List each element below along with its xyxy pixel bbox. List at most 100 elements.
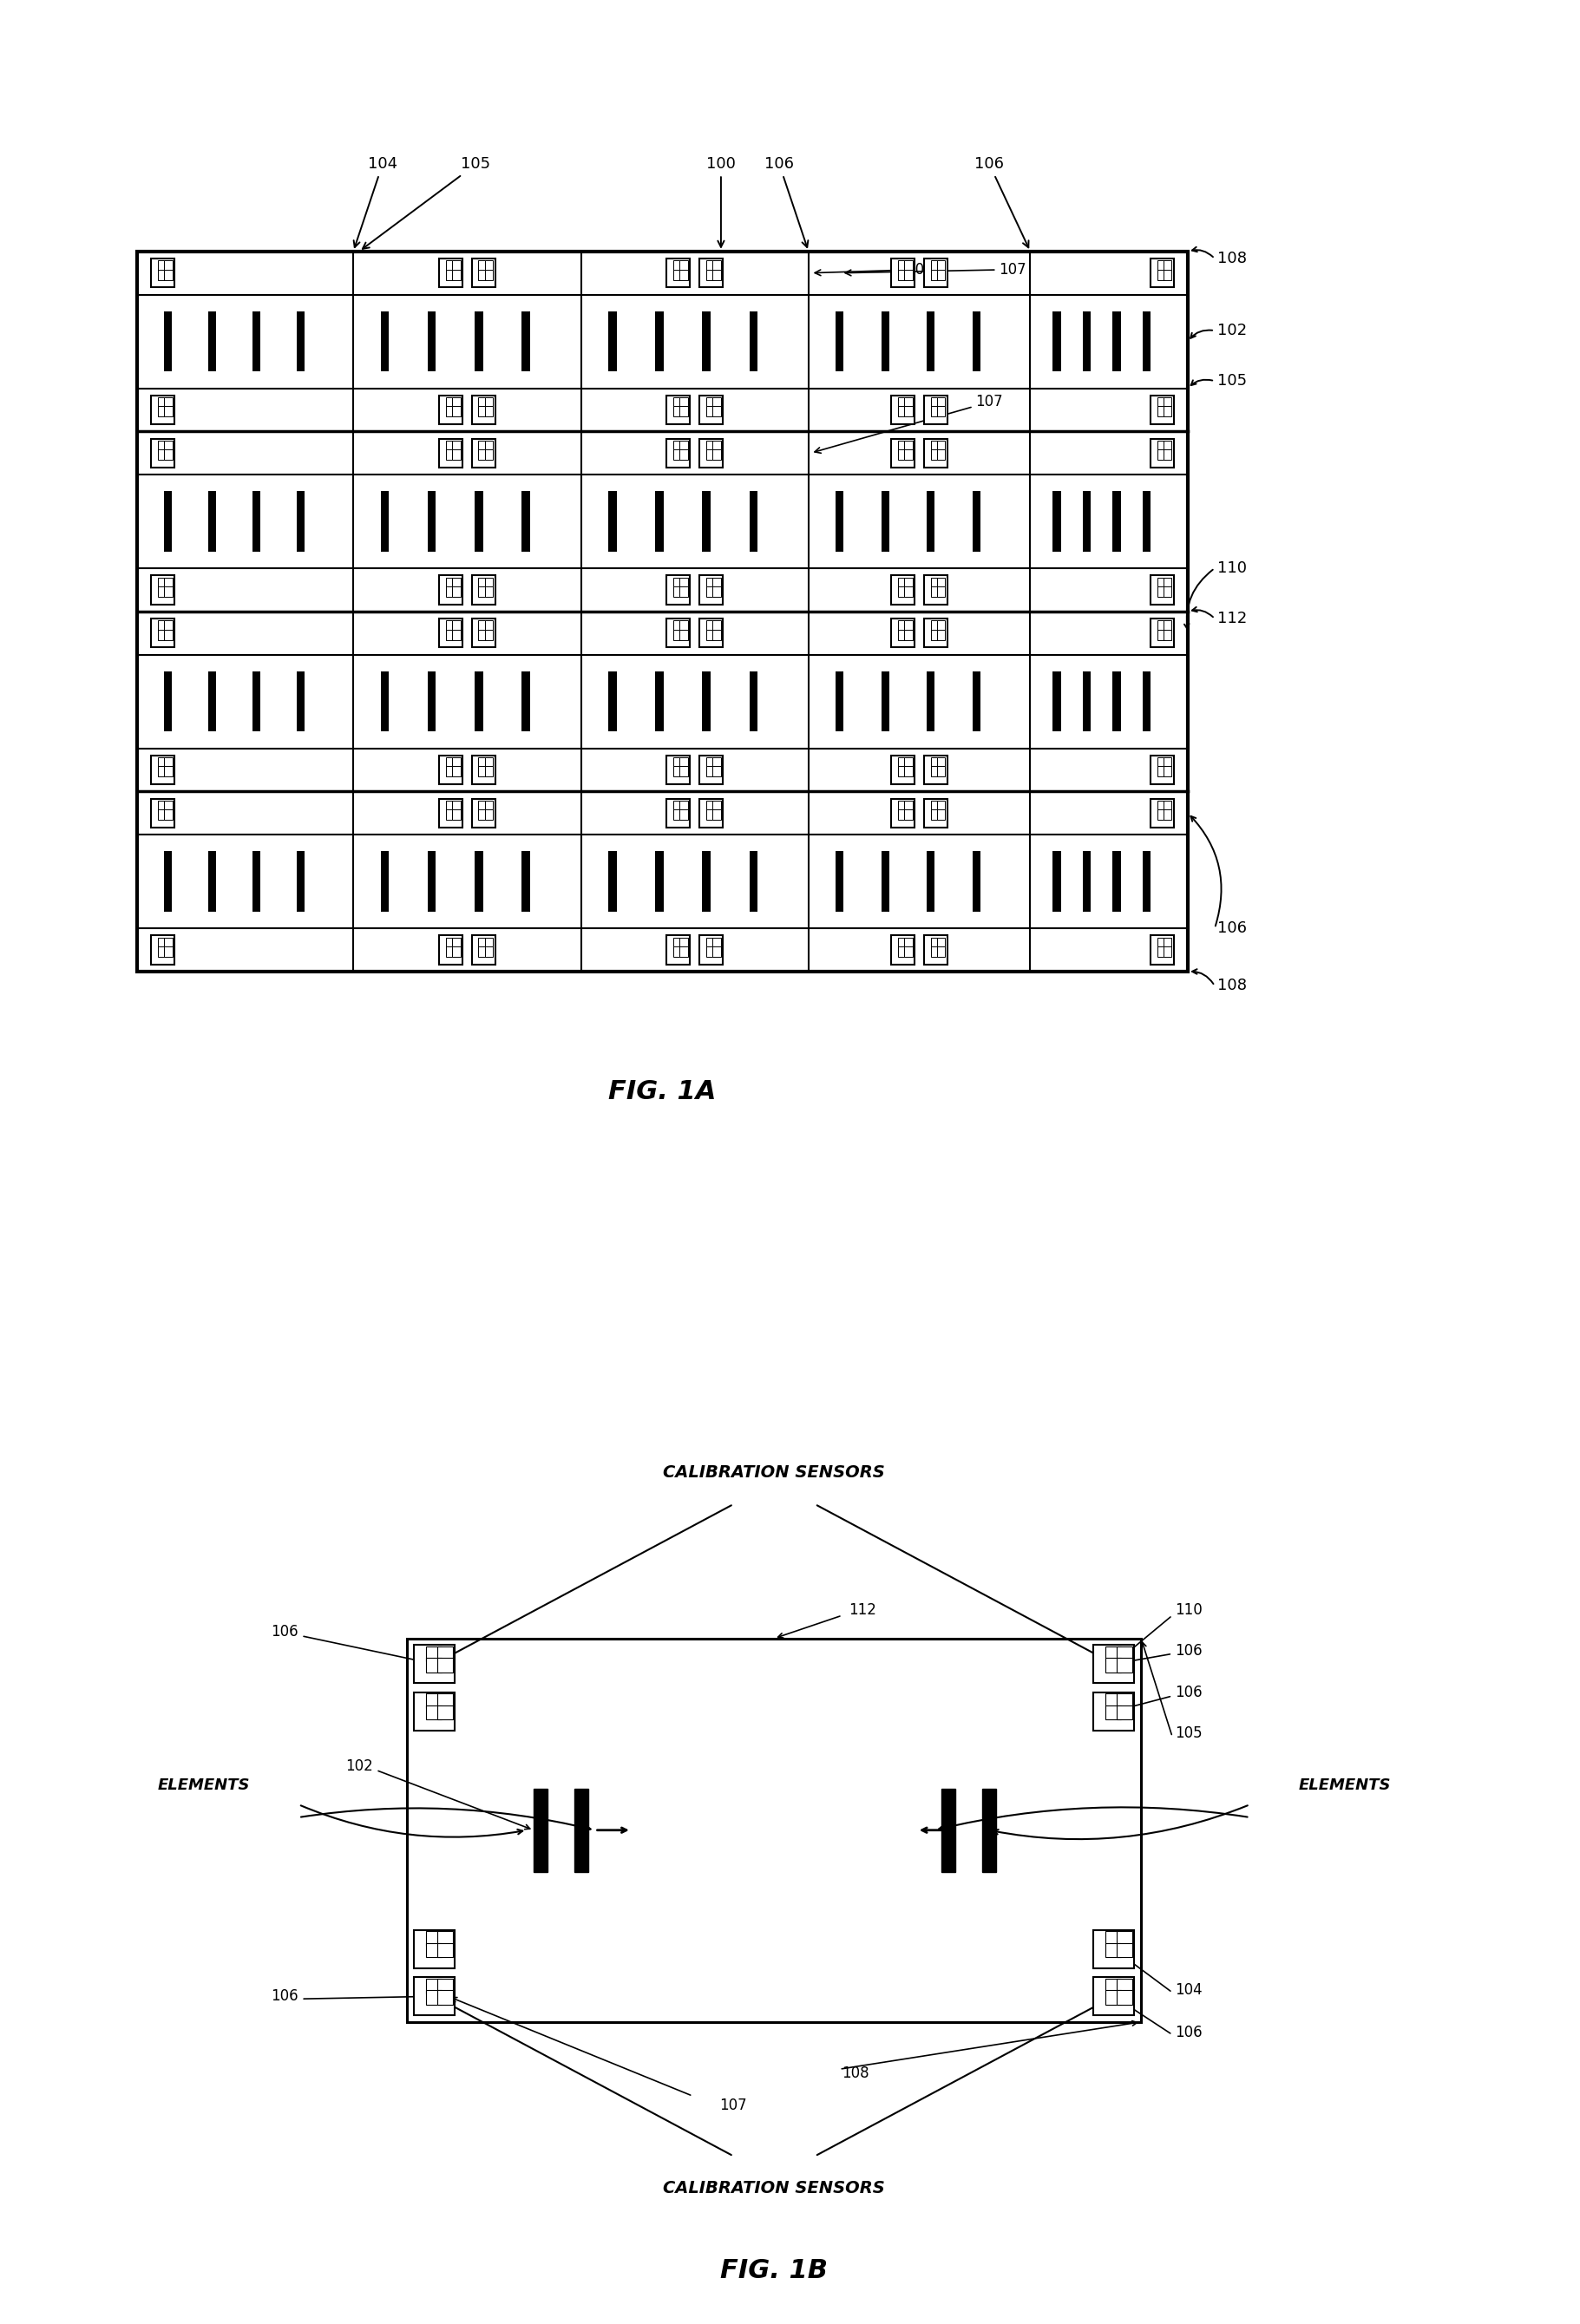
Bar bbox=[1112, 672, 1120, 732]
Bar bbox=[904, 946, 913, 957]
Bar bbox=[937, 621, 945, 632]
Bar bbox=[942, 1789, 954, 1871]
Bar bbox=[158, 449, 166, 460]
Bar bbox=[158, 397, 166, 407]
Bar bbox=[679, 576, 687, 588]
Bar bbox=[438, 1943, 453, 1957]
Bar bbox=[937, 260, 945, 272]
Text: 110: 110 bbox=[1176, 1604, 1202, 1618]
Bar bbox=[439, 755, 463, 783]
Bar bbox=[1117, 1931, 1133, 1945]
Bar bbox=[713, 586, 720, 597]
Bar bbox=[931, 260, 939, 272]
Bar bbox=[679, 260, 687, 272]
Bar bbox=[1150, 395, 1174, 425]
Bar bbox=[897, 407, 907, 416]
Bar bbox=[749, 490, 757, 551]
Bar bbox=[1082, 672, 1090, 732]
Bar bbox=[152, 618, 175, 648]
Bar bbox=[836, 672, 844, 732]
Bar bbox=[1157, 946, 1166, 957]
Bar bbox=[904, 621, 913, 632]
Bar bbox=[972, 851, 981, 911]
Bar bbox=[706, 758, 714, 767]
Bar bbox=[479, 621, 487, 632]
Bar bbox=[904, 809, 913, 820]
Bar bbox=[158, 802, 166, 811]
Bar bbox=[1112, 851, 1120, 911]
Bar bbox=[472, 799, 495, 827]
Bar bbox=[904, 937, 913, 948]
Bar bbox=[438, 1645, 453, 1662]
Bar bbox=[452, 946, 460, 957]
Bar bbox=[937, 576, 945, 588]
Bar bbox=[656, 490, 664, 551]
Bar bbox=[474, 851, 483, 911]
Bar bbox=[446, 937, 453, 948]
Bar bbox=[1163, 809, 1172, 820]
Bar bbox=[713, 260, 720, 272]
Bar bbox=[656, 311, 664, 372]
Bar bbox=[209, 311, 216, 372]
Bar bbox=[713, 576, 720, 588]
Bar bbox=[937, 270, 945, 279]
Bar bbox=[1052, 490, 1060, 551]
Bar bbox=[1106, 1694, 1122, 1708]
Bar bbox=[1163, 802, 1172, 811]
Bar bbox=[713, 621, 720, 632]
Bar bbox=[164, 758, 172, 767]
Bar bbox=[427, 1645, 442, 1662]
Bar bbox=[931, 442, 939, 451]
Bar bbox=[438, 1989, 453, 2006]
Bar bbox=[164, 621, 172, 632]
Bar bbox=[1163, 576, 1172, 588]
Bar bbox=[446, 630, 453, 639]
Bar bbox=[882, 672, 890, 732]
Bar bbox=[1112, 311, 1120, 372]
Bar bbox=[452, 630, 460, 639]
Text: 107: 107 bbox=[845, 263, 1027, 277]
Bar bbox=[485, 809, 493, 820]
Bar bbox=[452, 576, 460, 588]
Bar bbox=[673, 937, 681, 948]
Text: 106: 106 bbox=[975, 156, 1029, 246]
Bar bbox=[452, 802, 460, 811]
Bar bbox=[673, 621, 681, 632]
Bar bbox=[706, 260, 714, 272]
Bar bbox=[1163, 767, 1172, 776]
Text: 105: 105 bbox=[1176, 1724, 1202, 1741]
Bar bbox=[937, 809, 945, 820]
Bar bbox=[479, 586, 487, 597]
Bar bbox=[937, 407, 945, 416]
Bar bbox=[1163, 270, 1172, 279]
Bar bbox=[673, 758, 681, 767]
Bar bbox=[253, 672, 261, 732]
Bar bbox=[897, 442, 907, 451]
Bar bbox=[924, 395, 948, 425]
Bar bbox=[1142, 851, 1150, 911]
Bar bbox=[452, 809, 460, 820]
Bar bbox=[706, 397, 714, 407]
Bar bbox=[904, 397, 913, 407]
Bar bbox=[679, 442, 687, 451]
Bar bbox=[164, 802, 172, 811]
Bar bbox=[679, 407, 687, 416]
Bar bbox=[983, 1789, 995, 1871]
Bar bbox=[479, 809, 487, 820]
Text: 106: 106 bbox=[272, 1624, 299, 1641]
Bar bbox=[485, 407, 493, 416]
Bar bbox=[253, 311, 261, 372]
Bar bbox=[924, 755, 948, 783]
Bar bbox=[1142, 490, 1150, 551]
Bar bbox=[673, 802, 681, 811]
Bar bbox=[446, 621, 453, 632]
Text: 106: 106 bbox=[1176, 1685, 1202, 1699]
Bar bbox=[164, 490, 172, 551]
Bar bbox=[158, 407, 166, 416]
Bar bbox=[1093, 1692, 1134, 1731]
Text: CALIBRATION SENSORS: CALIBRATION SENSORS bbox=[664, 2180, 885, 2196]
Bar bbox=[439, 937, 463, 964]
Bar bbox=[1150, 937, 1174, 964]
Bar bbox=[472, 937, 495, 964]
Bar bbox=[1157, 260, 1166, 272]
